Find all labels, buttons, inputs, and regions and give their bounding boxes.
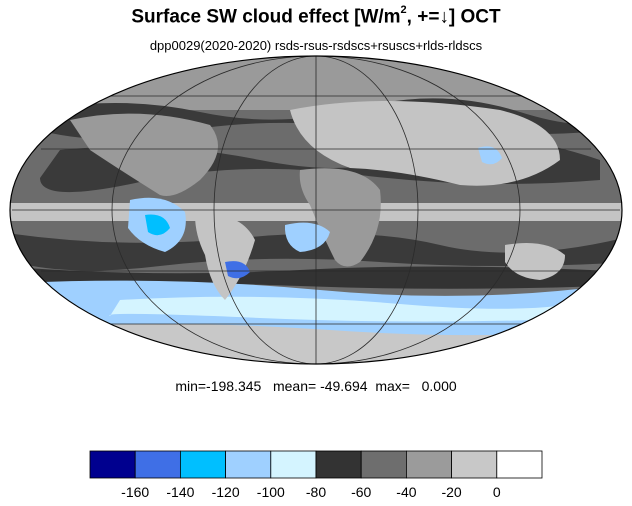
colorbar-tick-label: -100 <box>257 484 285 500</box>
colorbar-labels: -160 -140 -120 -100 -80 -60 -40 -20 0 <box>121 484 501 500</box>
colorbar-box <box>360 450 407 479</box>
asia-blue-patch <box>478 146 502 165</box>
map-subtitle: dpp0029(2020-2020) rsds-rsus-rsdscs+rsus… <box>149 38 483 53</box>
colorbar-tick-label: -40 <box>396 484 416 500</box>
colorbar-boxes <box>89 450 543 479</box>
colorbar-box <box>315 450 362 479</box>
colorbar-tick-label: -160 <box>121 484 149 500</box>
colorbar-box <box>179 450 226 479</box>
colorbar-box <box>134 450 181 479</box>
colorbar-tick-label: 0 <box>493 484 501 500</box>
north-america <box>70 113 218 196</box>
map-border <box>9 55 623 365</box>
colorbar-tick-label: -120 <box>212 484 240 500</box>
colorbar-box <box>225 450 272 479</box>
south-atlantic-strong-patch <box>225 261 250 279</box>
colorbar-tick-label: -140 <box>166 484 194 500</box>
colorbar-tick-label: -80 <box>306 484 326 500</box>
map-title: Surface SW cloud effect [W/m2, +=↓] OCT <box>131 4 501 28</box>
south-america <box>195 214 255 300</box>
africa <box>299 168 381 267</box>
pacific-strong-patch <box>145 214 170 236</box>
colorbar-box <box>405 450 452 479</box>
atlantic-stratocumulus-patch <box>284 222 330 252</box>
eurasia <box>290 101 560 186</box>
colorbar-box <box>89 450 136 479</box>
colorbar-tick-label: -20 <box>441 484 461 500</box>
stats-line: min=-198.345 mean= -49.694 max= 0.000 <box>175 378 457 394</box>
colorbar-box <box>496 450 543 479</box>
southern-ocean-paleblue <box>109 296 601 322</box>
colorbar-box <box>270 450 317 479</box>
colorbar-box <box>451 450 498 479</box>
colorbar-tick-label: -60 <box>351 484 371 500</box>
